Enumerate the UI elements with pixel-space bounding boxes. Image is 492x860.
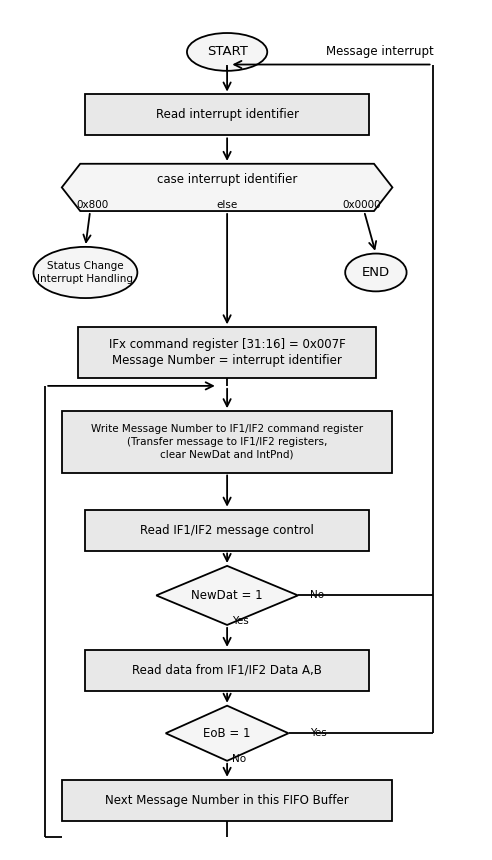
Text: Read IF1/IF2 message control: Read IF1/IF2 message control xyxy=(140,524,314,537)
Text: else: else xyxy=(216,200,238,210)
Ellipse shape xyxy=(345,254,406,292)
Text: Write Message Number to IF1/IF2 command register
(Transfer message to IF1/IF2 re: Write Message Number to IF1/IF2 command … xyxy=(91,425,363,459)
Polygon shape xyxy=(156,566,298,625)
Polygon shape xyxy=(166,706,288,761)
FancyBboxPatch shape xyxy=(62,411,393,472)
FancyBboxPatch shape xyxy=(86,95,369,135)
Text: case interrupt identifier: case interrupt identifier xyxy=(157,173,297,186)
Text: 0x800: 0x800 xyxy=(76,200,109,210)
Text: START: START xyxy=(207,46,247,58)
FancyBboxPatch shape xyxy=(62,780,393,820)
Text: IFx command register [31:16] = 0x007F
Message Number = interrupt identifier: IFx command register [31:16] = 0x007F Me… xyxy=(109,338,345,367)
FancyBboxPatch shape xyxy=(86,510,369,550)
Text: Next Message Number in this FIFO Buffer: Next Message Number in this FIFO Buffer xyxy=(105,794,349,807)
Text: Yes: Yes xyxy=(310,728,327,738)
Text: Yes: Yes xyxy=(232,617,248,626)
Text: No: No xyxy=(232,754,246,765)
Polygon shape xyxy=(62,163,393,211)
Text: NewDat = 1: NewDat = 1 xyxy=(191,589,263,602)
Ellipse shape xyxy=(33,247,137,298)
FancyBboxPatch shape xyxy=(86,650,369,691)
Text: END: END xyxy=(362,266,390,279)
Ellipse shape xyxy=(187,33,267,71)
Text: 0x0000: 0x0000 xyxy=(342,200,381,210)
FancyBboxPatch shape xyxy=(78,327,376,378)
Text: Status Change
Interrupt Handling: Status Change Interrupt Handling xyxy=(37,261,133,284)
Text: Read data from IF1/IF2 Data A,B: Read data from IF1/IF2 Data A,B xyxy=(132,664,322,677)
Text: No: No xyxy=(310,591,324,600)
Text: Message interrupt: Message interrupt xyxy=(326,46,434,58)
Text: Read interrupt identifier: Read interrupt identifier xyxy=(155,108,299,121)
Text: EoB = 1: EoB = 1 xyxy=(203,727,251,740)
